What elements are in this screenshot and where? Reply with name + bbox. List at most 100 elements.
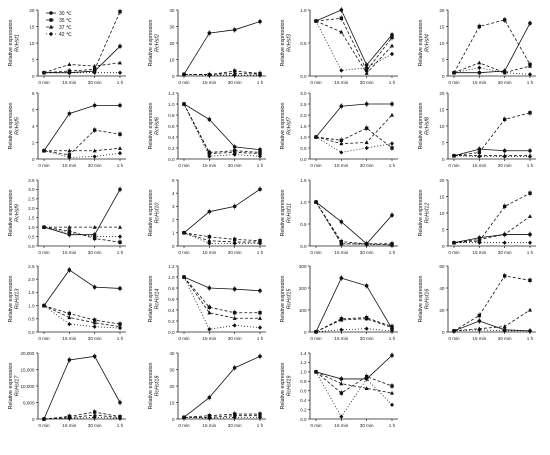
data-point — [118, 286, 122, 291]
data-point — [452, 153, 456, 158]
y-tick-label: 20 — [169, 41, 175, 46]
panel-RcHsf3: 0.0 0.5 1.0 0 min 15 min 30 min 1 h Relative ex… — [280, 7, 398, 85]
y-tick-label: 0.0 — [168, 157, 175, 162]
x-tick-label: 0 min — [178, 336, 190, 341]
y-axis-label: Relative expression — [148, 275, 154, 322]
legend-label: 37 ℃ — [59, 25, 72, 31]
series-line — [453, 67, 531, 75]
series-line — [184, 73, 261, 75]
data-point — [502, 232, 507, 237]
series-line — [315, 328, 393, 333]
data-point — [258, 325, 262, 330]
data-point — [339, 391, 344, 395]
data-point — [314, 369, 318, 375]
data-point — [528, 191, 532, 195]
data-point — [339, 414, 344, 419]
y-tick-label: 0 — [442, 157, 445, 162]
data-point — [258, 72, 262, 78]
y-tick-label: 60 — [439, 264, 445, 269]
data-point — [528, 307, 532, 312]
series-line — [315, 371, 393, 394]
x-tick-label: 1 h — [527, 80, 534, 85]
y-tick-label: 0.5 — [300, 222, 307, 227]
y-tick-label: 0.0 — [300, 417, 307, 422]
panel-RcHsf4: 0 5 10 15 20 0 min 15 min 30 min 1 h Relative exp… — [418, 8, 536, 85]
data-point — [207, 117, 212, 122]
y-tick-label: 10 — [439, 41, 445, 46]
data-point — [207, 154, 212, 159]
gene-label: RcHsf5 — [15, 116, 21, 135]
data-point — [364, 145, 369, 151]
series-line — [43, 62, 121, 74]
panel-RcHsf17: 0 5,000 10,000 15,000 20,000 0 min 15 min 30 mi… — [8, 351, 126, 428]
data-point — [92, 154, 97, 159]
gene-label: RcHsf2 — [155, 34, 161, 52]
y-tick-label: 5 — [32, 57, 35, 62]
x-tick-label: 0 min — [448, 80, 460, 85]
data-point — [118, 103, 122, 108]
data-point — [207, 241, 212, 246]
series-line — [315, 114, 393, 145]
series-line — [43, 150, 121, 158]
x-tick-label: 30 min — [360, 336, 374, 341]
data-point — [258, 415, 262, 420]
data-point — [452, 240, 456, 245]
series-line — [315, 136, 393, 153]
legend-label: 42 ℃ — [59, 32, 72, 38]
y-tick-label: 5,000 — [23, 400, 35, 405]
y-tick-label: 0.8 — [168, 286, 175, 291]
data-point — [207, 286, 212, 290]
data-point — [118, 240, 122, 244]
y-tick-label: 10,000 — [20, 384, 34, 389]
series-line — [453, 309, 531, 332]
data-point — [390, 242, 394, 247]
y-tick-label: 5 — [442, 57, 445, 62]
data-point — [477, 327, 482, 332]
gene-label: RcHsf8 — [425, 117, 431, 135]
x-tick-label: 1 h — [389, 163, 396, 168]
y-tick-label: 1.0 — [168, 275, 175, 280]
y-tick-label: 0 — [172, 244, 175, 249]
data-point — [182, 72, 186, 77]
y-tick-label: 0.4 — [300, 398, 307, 403]
series-line — [43, 226, 121, 243]
y-tick-label: 0 — [32, 74, 35, 79]
data-point — [207, 238, 212, 243]
data-point — [339, 317, 344, 322]
data-point — [477, 147, 482, 151]
y-tick-label: 1 — [172, 231, 175, 236]
x-tick-label: 0 min — [178, 80, 190, 85]
data-point — [92, 224, 97, 229]
x-tick-label: 30 min — [360, 80, 374, 85]
data-point — [364, 140, 369, 145]
y-tick-label: 15 — [439, 24, 445, 29]
y-tick-label: 2.5 — [28, 197, 35, 202]
data-point — [364, 386, 369, 390]
data-point — [92, 324, 97, 329]
y-tick-label: 40 — [169, 8, 175, 13]
data-point — [364, 63, 369, 67]
data-point — [477, 70, 482, 75]
y-tick-label: 200 — [299, 286, 307, 291]
x-tick-label: 15 min — [334, 163, 348, 168]
x-tick-label: 1 h — [117, 423, 124, 428]
data-point — [528, 154, 532, 159]
gene-label: RcHsf19 — [287, 376, 293, 397]
data-point — [118, 60, 122, 65]
x-tick-label: 15 min — [334, 336, 348, 341]
x-tick-label: 30 min — [228, 80, 242, 85]
series-line — [43, 416, 121, 420]
panel-RcHsf13: 0.0 0.5 1.0 1.5 2.0 2.5 0 min 15 min 30 min 1 h Re… — [8, 264, 126, 341]
y-axis-label: Relative expression — [280, 275, 286, 322]
series-line — [183, 276, 260, 314]
data-point — [390, 328, 394, 334]
series-line — [453, 215, 531, 244]
data-point — [339, 68, 344, 73]
data-point — [477, 240, 482, 245]
data-point — [67, 268, 72, 272]
x-tick-label: 15 min — [202, 423, 216, 428]
panel-RcHsf7: 0.0 0.5 1.0 1.5 2.0 2.5 3.0 0 min 15 min 30 min 1 … — [280, 91, 398, 168]
series-line — [453, 148, 530, 157]
y-axis-label: Relative expression — [148, 189, 154, 236]
y-axis-label: Relative expression — [148, 362, 154, 409]
